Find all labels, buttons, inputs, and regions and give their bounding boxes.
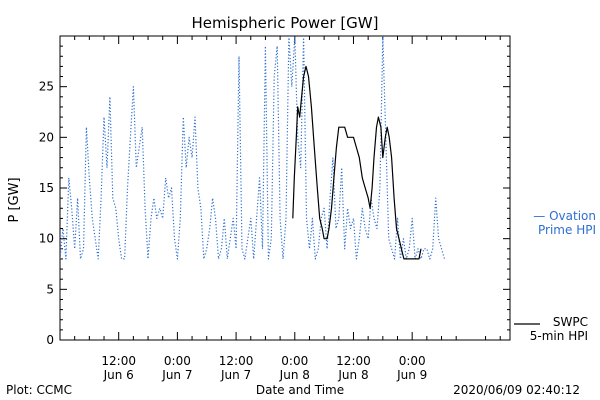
- y-tick-label: 25: [39, 80, 54, 94]
- legend-swpc-line2: 5-min HPI: [530, 329, 588, 343]
- x-tick-time-label: 0:00: [281, 354, 308, 368]
- plot-credit: Plot: CCMC: [6, 383, 72, 397]
- x-tick-time-label: 12:00: [101, 354, 136, 368]
- x-tick-time-label: 0:00: [399, 354, 426, 368]
- chart-title: Hemispheric Power [GW]: [192, 14, 379, 32]
- y-tick-label: 15: [39, 181, 54, 195]
- legend-swpc-line1: SWPC: [553, 315, 588, 329]
- x-tick-date-label: Jun 7: [220, 368, 251, 382]
- x-tick-date-label: Jun 7: [161, 368, 192, 382]
- plot-timestamp: 2020/06/09 02:40:12: [453, 383, 580, 397]
- x-tick-time-label: 12:00: [219, 354, 254, 368]
- legend-ovation-line1: — Ovation: [533, 209, 596, 223]
- y-tick-label: 0: [46, 333, 54, 347]
- y-tick-label: 5: [46, 282, 54, 296]
- x-tick-date-label: Jun 6: [103, 368, 134, 382]
- x-tick-date-label: Jun 8: [337, 368, 368, 382]
- x-tick-time-label: 12:00: [336, 354, 371, 368]
- x-axis-label: Date and Time: [256, 383, 344, 397]
- series-lines: [60, 36, 446, 260]
- y-tick-label: 10: [39, 232, 54, 246]
- x-tick-time-label: 0:00: [164, 354, 191, 368]
- y-tick-label: 20: [39, 130, 54, 144]
- series-line-0: [60, 36, 446, 260]
- series-line-1: [292, 65, 422, 260]
- x-tick-date-label: Jun 9: [396, 368, 427, 382]
- x-tick-date-label: Jun 8: [279, 368, 310, 382]
- y-axis-label: P [GW]: [7, 177, 22, 222]
- legend-ovation-line2: Prime HPI: [538, 223, 596, 237]
